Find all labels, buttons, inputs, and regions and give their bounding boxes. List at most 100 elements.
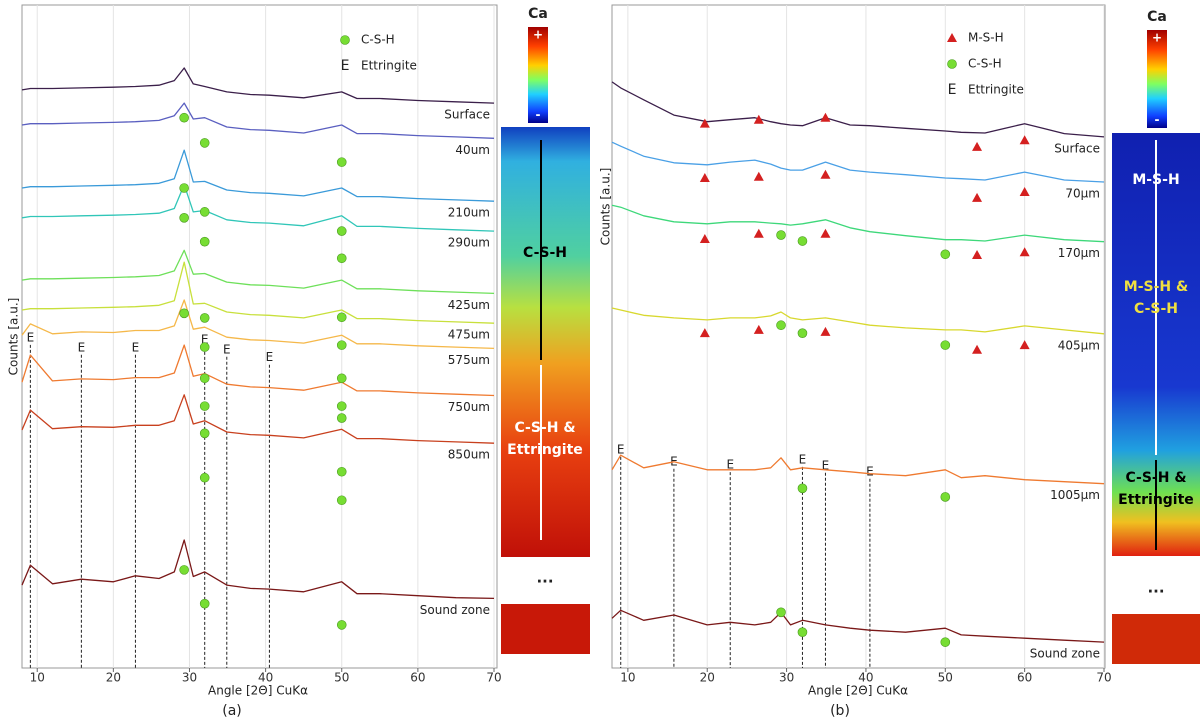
marker-circle [336, 312, 347, 323]
x-axis-label: Angle [2Θ] CuKα [208, 684, 308, 698]
ettringite-label: E [223, 342, 231, 356]
marker-circle [940, 492, 951, 502]
trace-label: 290um [448, 236, 490, 250]
marker-circle [940, 637, 951, 647]
map-label: Ettringite [507, 442, 583, 458]
marker-circle [199, 207, 210, 217]
trace-label: Sound zone [1030, 647, 1100, 661]
trace-label: 850um [448, 448, 490, 462]
marker-circle [797, 483, 808, 494]
x-tick-label: 30 [182, 671, 197, 685]
x-tick-label: 50 [334, 671, 349, 685]
panel-label: (a) [222, 703, 242, 719]
x-tick-label: 10 [620, 671, 635, 685]
ca-map-sound [1112, 614, 1200, 664]
marker-circle [336, 620, 347, 630]
marker-triangle [753, 114, 764, 124]
marker-triangle [820, 112, 831, 122]
trace-label: 170μm [1058, 246, 1100, 260]
marker-circle [776, 320, 786, 331]
legend-label: C-S-H [361, 33, 395, 47]
marker-triangle [699, 234, 710, 244]
marker-circle [179, 308, 189, 319]
xrd-trace [611, 81, 1105, 138]
marker-triangle [972, 344, 983, 354]
marker-circle [179, 183, 189, 193]
marker-circle [336, 226, 347, 236]
x-tick-label: 60 [410, 671, 425, 685]
y-axis-label: Counts [a.u.] [7, 298, 21, 376]
ettringite-label: E [726, 458, 734, 472]
marker-circle [336, 413, 347, 423]
xrd-trace [611, 609, 1105, 643]
ettringite-label: E [201, 332, 209, 346]
ettringite-label: E [799, 452, 807, 466]
marker-triangle [753, 228, 764, 238]
marker-circle [199, 472, 210, 483]
ettringite-label: E [78, 340, 86, 354]
x-tick-label: 70 [1096, 671, 1111, 685]
xrd-trace [611, 454, 1105, 485]
marker-circle [797, 627, 808, 637]
marker-circle [336, 253, 347, 264]
marker-circle [199, 236, 210, 247]
xrd-trace [21, 67, 495, 104]
x-tick-label: 70 [486, 671, 501, 685]
x-tick-label: 60 [1017, 671, 1032, 685]
marker-circle [336, 373, 347, 384]
marker-triangle [820, 326, 831, 336]
marker-triangle [820, 169, 831, 179]
colorbar-title: Ca [1147, 9, 1167, 25]
marker-circle [179, 112, 189, 123]
marker-circle [940, 340, 951, 350]
x-tick-label: 20 [700, 671, 715, 685]
marker-triangle [1019, 186, 1030, 196]
legend-symbol [947, 59, 957, 69]
marker-triangle [1019, 247, 1030, 257]
trace-label: 750um [448, 400, 490, 414]
xrd-trace [21, 299, 495, 350]
xrd-trace [21, 102, 495, 139]
marker-circle [336, 157, 347, 167]
x-tick-label: 50 [938, 671, 953, 685]
ca-map [501, 127, 590, 557]
marker-triangle [699, 328, 710, 338]
x-tick-label: 10 [30, 671, 45, 685]
marker-triangle [699, 118, 710, 128]
xrd-trace [21, 149, 495, 202]
colorbar-min: - [536, 108, 541, 122]
map-label: C-S-H & [1125, 470, 1186, 486]
trace-label: Surface [1054, 141, 1100, 155]
marker-triangle [699, 173, 710, 183]
plot-frame [611, 4, 1106, 669]
trace-label: 40um [455, 143, 490, 157]
marker-circle [776, 607, 786, 618]
xrd-trace [611, 307, 1105, 335]
marker-circle [179, 213, 189, 223]
trace-label: 405μm [1058, 338, 1100, 352]
marker-triangle [972, 249, 983, 259]
ca-map-sound [501, 604, 590, 654]
legend-symbol: E [341, 58, 350, 74]
panel-label: (b) [830, 703, 850, 719]
legend-symbol [340, 35, 350, 45]
ettringite-label: E [132, 340, 140, 354]
marker-circle [199, 342, 210, 352]
map-label: Ettringite [1118, 492, 1194, 508]
marker-triangle [753, 171, 764, 181]
marker-triangle [820, 228, 831, 238]
map-label: M-S-H & [1124, 279, 1188, 295]
xrd-trace [611, 204, 1105, 243]
colorbar-title: Ca [528, 6, 548, 22]
legend-label: C-S-H [968, 57, 1002, 71]
marker-circle [336, 495, 347, 506]
x-axis-label: Angle [2Θ] CuKα [808, 684, 908, 698]
ellipsis: ... [536, 569, 553, 587]
legend-label: Ettringite [361, 59, 417, 73]
colorbar [1147, 30, 1167, 128]
x-tick-label: 30 [779, 671, 794, 685]
ettringite-label: E [822, 458, 830, 472]
colorbar-max: + [1152, 31, 1162, 45]
trace-label: 70μm [1065, 187, 1100, 201]
